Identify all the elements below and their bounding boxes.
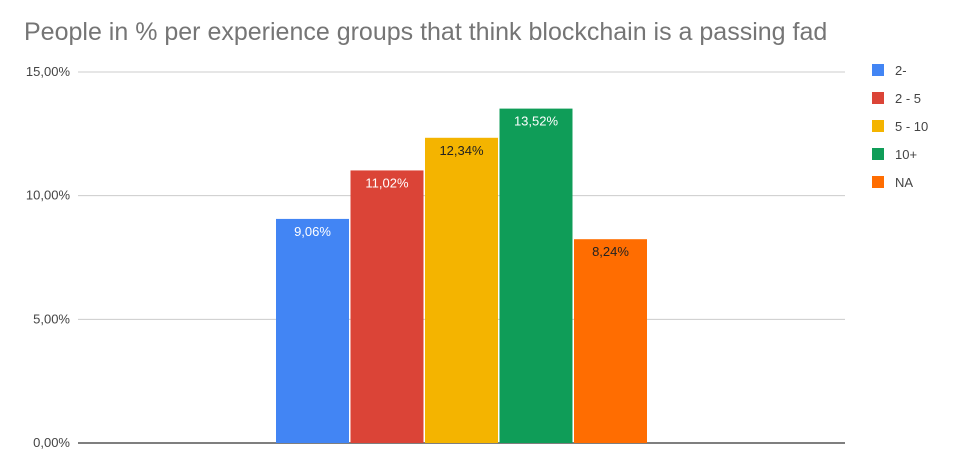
data-label: 9,06% xyxy=(294,224,331,239)
legend-swatch xyxy=(872,148,884,160)
data-label: 13,52% xyxy=(514,114,559,129)
data-label: 11,02% xyxy=(365,175,409,190)
legend-label: NA xyxy=(895,175,913,190)
data-label: 12,34% xyxy=(439,143,484,158)
data-labels: 9,06% 11,02% 12,34% 13,52% 8,24% xyxy=(294,114,629,260)
legend-swatch xyxy=(872,176,884,188)
data-label: 8,24% xyxy=(592,244,629,259)
bar-10plus xyxy=(499,108,573,443)
chart-title: People in % per experience groups that t… xyxy=(24,18,828,46)
legend-label: 2 - 5 xyxy=(895,91,921,106)
bars xyxy=(276,108,647,444)
bar-5-10 xyxy=(425,137,498,444)
legend-label: 2- xyxy=(895,63,907,78)
legend-swatch xyxy=(872,120,884,132)
legend-swatch xyxy=(872,64,884,76)
legend-label: 5 - 10 xyxy=(895,119,928,134)
bar-NA xyxy=(574,239,647,443)
y-tick-label: 15,00% xyxy=(26,64,71,79)
legend-swatch xyxy=(872,92,884,104)
y-tick-label: 10,00% xyxy=(26,188,71,203)
bar-2minus xyxy=(276,218,349,443)
legend-label: 10+ xyxy=(895,147,917,162)
legend: 2- 2 - 5 5 - 10 10+ NA xyxy=(872,63,928,190)
y-axis-ticks: 0,00% 5,00% 10,00% 15,00% xyxy=(26,64,71,450)
y-tick-label: 0,00% xyxy=(33,435,70,450)
y-tick-label: 5,00% xyxy=(33,311,70,326)
bar-2-5 xyxy=(350,170,424,443)
